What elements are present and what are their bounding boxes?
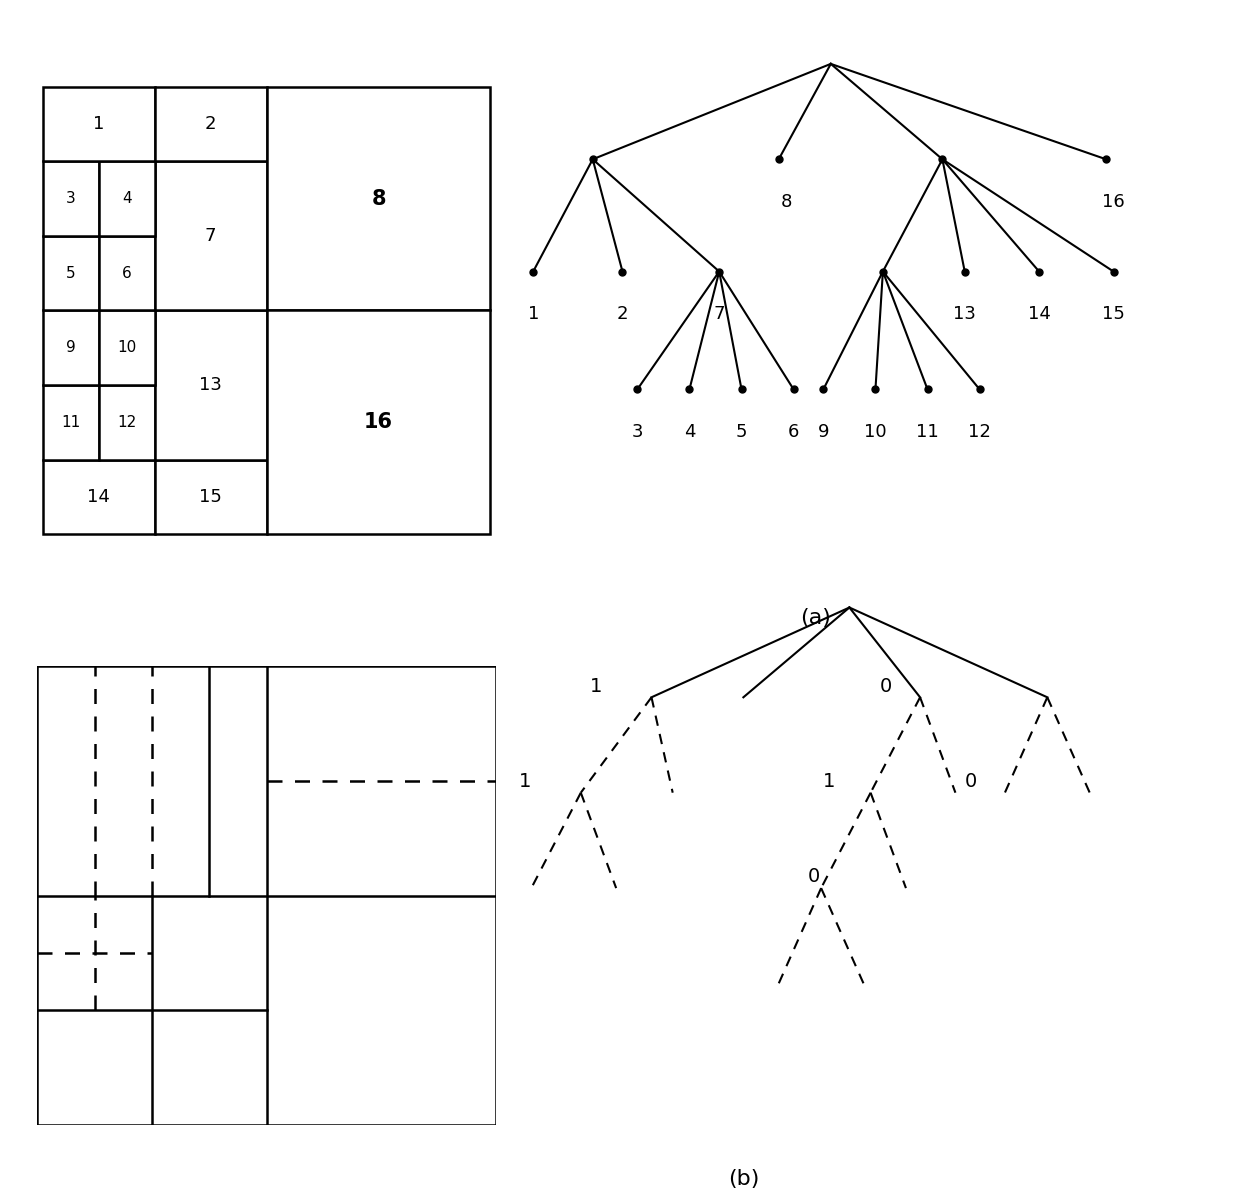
Text: 12: 12 — [968, 423, 991, 441]
Text: 11: 11 — [61, 414, 81, 430]
Text: 4: 4 — [122, 191, 131, 207]
Text: (b): (b) — [728, 1169, 759, 1189]
Text: 2: 2 — [205, 115, 217, 133]
Text: 8: 8 — [371, 189, 386, 209]
Bar — [43, 384, 99, 460]
Text: 5: 5 — [735, 423, 748, 441]
Text: 9: 9 — [817, 423, 830, 441]
Text: 1: 1 — [823, 773, 836, 792]
Text: 11: 11 — [916, 423, 939, 441]
Text: 14: 14 — [1028, 306, 1050, 324]
Bar — [155, 161, 267, 310]
Text: 6: 6 — [122, 265, 131, 281]
Bar — [267, 87, 490, 310]
Text: 1: 1 — [527, 306, 539, 324]
Text: 10: 10 — [864, 423, 887, 441]
Text: 8: 8 — [780, 193, 792, 211]
Bar — [99, 161, 155, 236]
Bar — [99, 236, 155, 310]
Text: 3: 3 — [631, 423, 644, 441]
Bar — [155, 310, 267, 460]
Text: 1: 1 — [520, 773, 532, 792]
Text: 0: 0 — [808, 868, 820, 886]
Bar — [99, 384, 155, 460]
Bar — [267, 310, 490, 534]
Text: 16: 16 — [1102, 193, 1125, 211]
Text: 0: 0 — [965, 773, 977, 792]
Text: (a): (a) — [801, 608, 831, 628]
Text: 5: 5 — [66, 265, 76, 281]
Text: 2: 2 — [616, 306, 629, 324]
Bar — [155, 460, 267, 534]
Bar — [43, 161, 99, 236]
Text: 13: 13 — [954, 306, 976, 324]
Text: 1: 1 — [93, 115, 104, 133]
Text: 10: 10 — [117, 340, 136, 356]
Text: 7: 7 — [205, 227, 217, 245]
Bar — [99, 310, 155, 384]
Text: 4: 4 — [683, 423, 696, 441]
Text: 3: 3 — [66, 191, 76, 207]
Bar — [43, 460, 155, 534]
Text: 14: 14 — [87, 488, 110, 506]
Text: 16: 16 — [365, 412, 393, 432]
Text: 6: 6 — [787, 423, 800, 441]
Text: 9: 9 — [66, 340, 76, 356]
Bar — [43, 236, 99, 310]
Bar — [155, 87, 267, 161]
Text: 15: 15 — [200, 488, 222, 506]
Bar — [43, 87, 155, 161]
Text: 15: 15 — [1102, 306, 1125, 324]
Text: 13: 13 — [200, 376, 222, 394]
Text: 1: 1 — [590, 677, 603, 696]
Text: 7: 7 — [713, 306, 725, 324]
Text: 12: 12 — [117, 414, 136, 430]
Text: 0: 0 — [879, 677, 892, 696]
Bar — [43, 310, 99, 384]
